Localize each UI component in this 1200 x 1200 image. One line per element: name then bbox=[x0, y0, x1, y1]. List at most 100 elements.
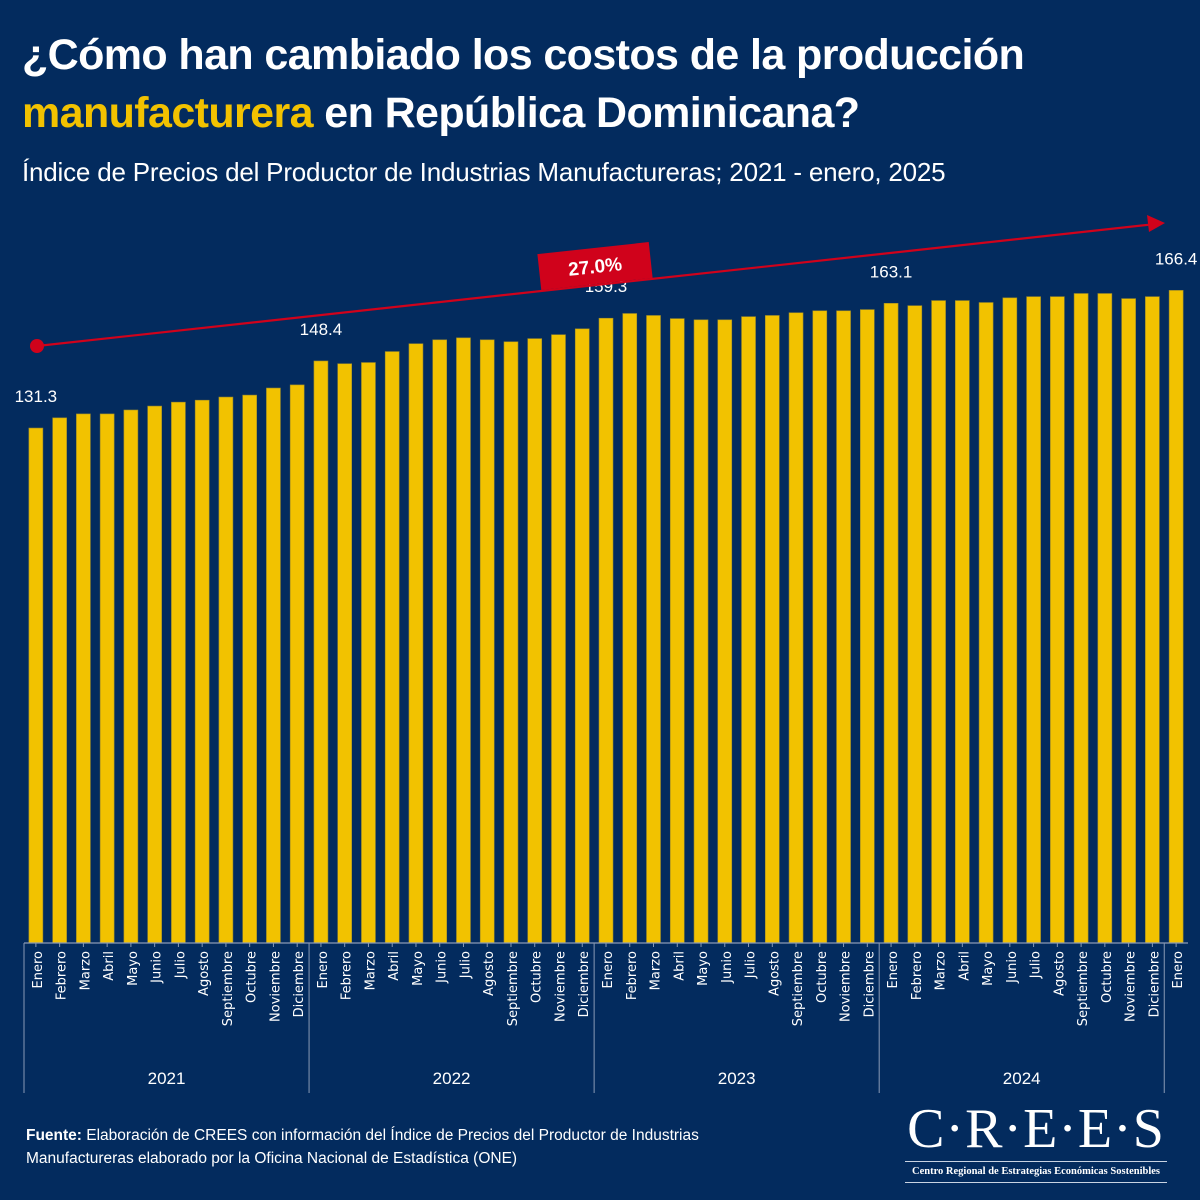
bar bbox=[812, 310, 828, 944]
bar bbox=[1026, 296, 1041, 944]
tick-label: Octubre bbox=[530, 951, 545, 1003]
tick-label: Septiembre bbox=[791, 951, 806, 1026]
data-label: 166.4 bbox=[1155, 249, 1198, 268]
tick-label: Octubre bbox=[815, 951, 830, 1003]
tick-label: Abril bbox=[102, 951, 117, 981]
bar bbox=[52, 417, 67, 944]
tick-label: Junio bbox=[150, 951, 165, 984]
tick-label: Noviembre bbox=[839, 951, 854, 1022]
tick-label: Febrero bbox=[55, 951, 70, 1000]
tick-label: Enero bbox=[601, 951, 616, 989]
bar bbox=[883, 303, 899, 944]
title-line-2: manufacturera en República Dominicana? bbox=[22, 84, 1024, 142]
bar bbox=[741, 316, 756, 944]
tick-label: Diciembre bbox=[862, 951, 877, 1017]
tick-label: Mayo bbox=[411, 951, 426, 986]
bar bbox=[574, 328, 590, 944]
tick-label: Noviembre bbox=[553, 951, 568, 1022]
bar bbox=[788, 312, 804, 944]
bar bbox=[384, 351, 400, 944]
logo-rule-bottom bbox=[905, 1182, 1167, 1183]
bar bbox=[266, 387, 281, 944]
growth-annotation: 27.0% bbox=[30, 215, 1165, 353]
source-text: Elaboración de CREES con información del… bbox=[26, 1127, 699, 1167]
bar bbox=[1002, 297, 1018, 944]
bar bbox=[503, 341, 519, 944]
data-label: 148.4 bbox=[300, 320, 343, 339]
bar bbox=[123, 409, 139, 944]
tick-label: Julio bbox=[1029, 951, 1044, 979]
bar bbox=[99, 413, 115, 944]
tick-label: Agosto bbox=[197, 951, 212, 996]
tick-label: Mayo bbox=[126, 951, 141, 986]
tick-label: Noviembre bbox=[1124, 951, 1139, 1022]
bar bbox=[955, 300, 970, 944]
tick-label: Febrero bbox=[340, 951, 355, 1000]
bar bbox=[171, 401, 186, 944]
bar bbox=[1097, 293, 1113, 944]
bar bbox=[717, 319, 733, 944]
tick-label: Abril bbox=[672, 951, 687, 981]
title-line-1: ¿Cómo han cambiado los costos de la prod… bbox=[22, 31, 1025, 79]
title-line-2-rest: en República Dominicana? bbox=[312, 89, 860, 137]
tick-label: Mayo bbox=[696, 951, 711, 986]
bar bbox=[931, 300, 946, 944]
tick-label: Marzo bbox=[78, 951, 93, 990]
tick-label: Enero bbox=[31, 951, 46, 989]
bar bbox=[313, 360, 329, 944]
growth-arrow-head bbox=[1147, 215, 1165, 232]
x-axis: Enero Febrero Marzo Abril Mayo Junio Julio Agos… bbox=[23, 942, 1188, 1093]
tick-label: Agosto bbox=[767, 951, 782, 996]
tick-label: Agosto bbox=[1052, 951, 1067, 996]
bar bbox=[622, 313, 638, 944]
tick-label: Junio bbox=[720, 951, 735, 984]
bar bbox=[693, 319, 709, 944]
tick-label: Marzo bbox=[934, 951, 949, 990]
year-label: 2021 bbox=[148, 1069, 186, 1088]
growth-badge-bg bbox=[537, 242, 653, 290]
tick-label: Abril bbox=[957, 951, 972, 981]
bar bbox=[408, 343, 424, 944]
tick-label: Marzo bbox=[363, 951, 378, 990]
tick-label: Junio bbox=[435, 951, 450, 984]
tick-label: Enero bbox=[1171, 951, 1186, 989]
year-label: 2022 bbox=[433, 1069, 471, 1088]
crees-logo: C·R·E·E·S Centro Regional de Estrategias… bbox=[905, 1100, 1167, 1185]
growth-arrow-start-dot bbox=[30, 339, 44, 353]
chart-subtitle: Índice de Precios del Productor de Indus… bbox=[22, 157, 946, 187]
bar bbox=[76, 413, 91, 944]
growth-arrow-line bbox=[36, 223, 1154, 348]
year-label: 2024 bbox=[1003, 1069, 1041, 1088]
bar bbox=[456, 337, 471, 944]
bar bbox=[28, 427, 44, 944]
logo-rule bbox=[905, 1161, 1167, 1162]
bar bbox=[646, 315, 661, 944]
bar bbox=[194, 399, 210, 944]
bar bbox=[1050, 296, 1065, 944]
bar bbox=[361, 362, 376, 944]
bar bbox=[1073, 293, 1089, 944]
bar bbox=[598, 317, 614, 944]
chart-title: ¿Cómo han cambiado los costos de la prod… bbox=[22, 26, 1025, 142]
tick-label: Marzo bbox=[649, 951, 664, 990]
bar bbox=[218, 396, 234, 944]
tick-label: Abril bbox=[387, 951, 402, 981]
bar bbox=[479, 339, 495, 944]
bar bbox=[836, 310, 851, 944]
tick-label: Diciembre bbox=[577, 951, 592, 1017]
logo-wordmark: C·R·E·E·S bbox=[907, 1098, 1165, 1160]
bar bbox=[1145, 296, 1160, 944]
tick-label: Diciembre bbox=[292, 951, 307, 1017]
tick-label: Julio bbox=[173, 951, 188, 979]
bar bbox=[147, 405, 162, 944]
source-label: Fuente: bbox=[26, 1127, 82, 1144]
bar bbox=[337, 363, 352, 944]
tick-label: Septiembre bbox=[1076, 951, 1091, 1026]
bar bbox=[860, 309, 875, 944]
logo-tagline: Centro Regional de Estrategias Económica… bbox=[911, 1166, 1160, 1177]
growth-badge: 27.0% bbox=[537, 242, 653, 290]
tick-label: Octubre bbox=[1100, 951, 1115, 1003]
bar bbox=[978, 302, 994, 944]
